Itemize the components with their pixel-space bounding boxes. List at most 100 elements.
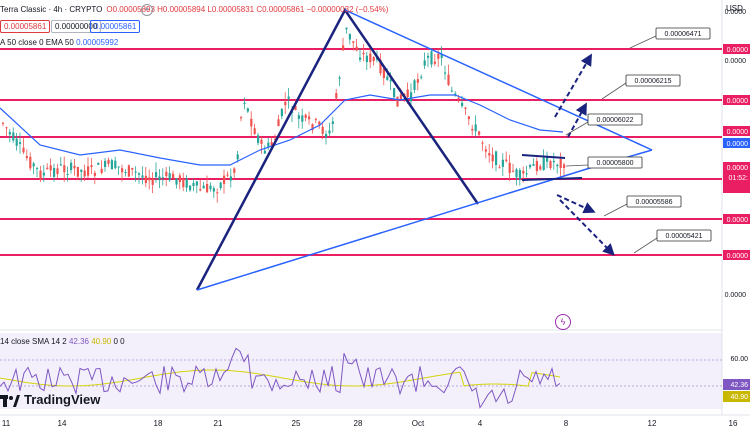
candle-body[interactable] (280, 108, 283, 117)
candle-body[interactable] (396, 96, 399, 107)
candle-body[interactable] (461, 102, 464, 107)
rsi-legend[interactable]: 14 close SMA 14 2 42.36 40.90 0 0 (0, 337, 125, 346)
projection-arrow[interactable] (567, 102, 587, 138)
price-level-badge[interactable] (723, 126, 750, 136)
candle-body[interactable] (532, 164, 535, 166)
candle-body[interactable] (32, 163, 35, 167)
candle-body[interactable] (539, 166, 542, 170)
candle-body[interactable] (501, 159, 504, 167)
candle-body[interactable] (382, 68, 385, 78)
candle-body[interactable] (294, 105, 297, 110)
candle-body[interactable] (199, 189, 202, 191)
candle-body[interactable] (253, 128, 256, 135)
candle-body[interactable] (124, 171, 127, 174)
candle-body[interactable] (498, 167, 501, 169)
candle-body[interactable] (467, 116, 470, 120)
candle-body[interactable] (257, 135, 260, 143)
candle-body[interactable] (209, 185, 212, 190)
candle-body[interactable] (328, 130, 331, 134)
candle-body[interactable] (2, 122, 5, 124)
candle-body[interactable] (216, 192, 219, 194)
candle-body[interactable] (342, 45, 345, 51)
candle-body[interactable] (365, 55, 368, 63)
candle-body[interactable] (481, 142, 484, 144)
candle-body[interactable] (175, 178, 178, 185)
candle-body[interactable] (90, 165, 93, 168)
candle-body[interactable] (206, 183, 209, 193)
candle-body[interactable] (447, 74, 450, 85)
candle-body[interactable] (83, 170, 86, 177)
candle-body[interactable] (219, 182, 222, 189)
candle-body[interactable] (104, 160, 107, 168)
candle-body[interactable] (318, 121, 321, 125)
candle-body[interactable] (311, 124, 314, 131)
candle-body[interactable] (155, 172, 158, 178)
close-icon[interactable]: ● (141, 4, 153, 16)
candle-body[interactable] (525, 173, 528, 175)
candle-body[interactable] (158, 176, 161, 181)
projection-arrow[interactable] (556, 194, 596, 214)
candle-body[interactable] (308, 116, 311, 120)
ema-legend[interactable]: A 50 close 0 EMA 50 0.00005992 (0, 38, 118, 47)
candle-body[interactable] (389, 79, 392, 82)
candle-body[interactable] (427, 55, 430, 58)
candle-body[interactable] (471, 128, 474, 131)
candle-body[interactable] (246, 108, 249, 112)
candle-body[interactable] (19, 142, 22, 144)
candle-body[interactable] (97, 163, 100, 165)
candle-body[interactable] (151, 178, 154, 185)
candle-body[interactable] (127, 165, 130, 177)
candle-body[interactable] (546, 157, 549, 162)
candle-body[interactable] (505, 159, 508, 162)
candle-body[interactable] (141, 175, 144, 178)
triangle-lower-trendline[interactable] (196, 167, 591, 291)
candle-body[interactable] (5, 127, 8, 129)
candle-body[interactable] (138, 173, 141, 175)
lightning-icon[interactable]: ϟ (555, 314, 571, 330)
candle-body[interactable] (93, 172, 96, 176)
candle-body[interactable] (192, 182, 195, 187)
callout-box[interactable] (625, 74, 681, 87)
candle-body[interactable] (76, 166, 79, 177)
candle-body[interactable] (144, 175, 147, 183)
candle-body[interactable] (474, 124, 477, 132)
candle-body[interactable] (522, 170, 525, 174)
candle-body[interactable] (114, 160, 117, 169)
candle-body[interactable] (87, 166, 90, 176)
candle-body[interactable] (233, 168, 236, 173)
candle-body[interactable] (304, 114, 307, 118)
candle-body[interactable] (22, 147, 25, 153)
candle-body[interactable] (110, 160, 113, 170)
candle-body[interactable] (331, 121, 334, 125)
candle-body[interactable] (168, 173, 171, 181)
candle-body[interactable] (399, 94, 402, 100)
candle-body[interactable] (70, 162, 73, 171)
candle-body[interactable] (117, 166, 120, 168)
candle-body[interactable] (100, 168, 103, 173)
candle-body[interactable] (8, 131, 11, 135)
candle-body[interactable] (39, 170, 42, 180)
candle-body[interactable] (46, 167, 49, 169)
candle-body[interactable] (529, 164, 532, 168)
candle-body[interactable] (223, 175, 226, 184)
candle-body[interactable] (236, 154, 239, 160)
candle-body[interactable] (29, 156, 32, 169)
candle-body[interactable] (556, 164, 559, 167)
candle-body[interactable] (355, 46, 358, 51)
candle-body[interactable] (314, 119, 317, 121)
callout-box[interactable] (587, 113, 643, 126)
candle-body[interactable] (243, 102, 246, 104)
price-level-badge[interactable] (723, 95, 750, 105)
candle-body[interactable] (134, 171, 137, 173)
candle-body[interactable] (121, 168, 124, 173)
candle-body[interactable] (454, 93, 457, 96)
candle-body[interactable] (25, 156, 28, 158)
candle-body[interactable] (321, 126, 324, 134)
candle-body[interactable] (161, 177, 164, 179)
candle-body[interactable] (437, 53, 440, 59)
candle-body[interactable] (301, 115, 304, 122)
candle-body[interactable] (260, 139, 263, 144)
price-level-badge[interactable] (723, 214, 750, 224)
candle-body[interactable] (267, 142, 270, 147)
candle-body[interactable] (53, 167, 56, 177)
